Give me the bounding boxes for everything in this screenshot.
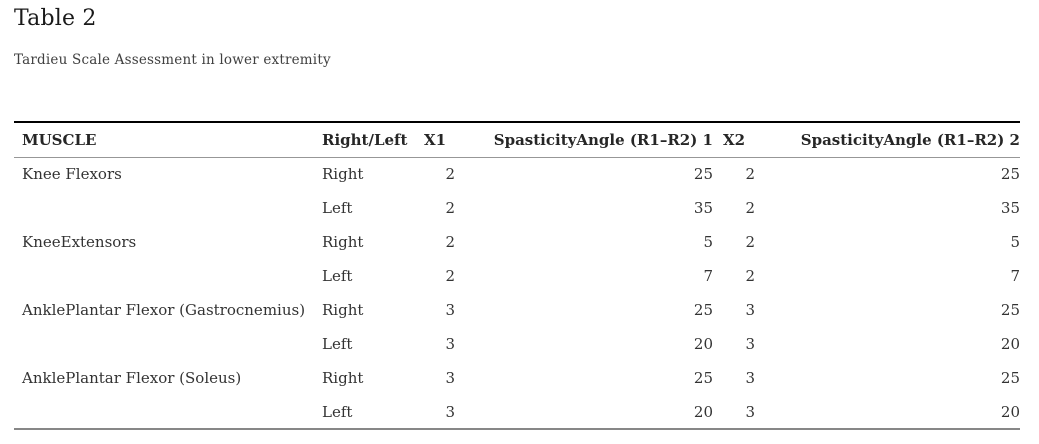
table-row: AnklePlantar Flexor (Gastrocnemius) Righ… [14, 293, 1020, 327]
table-row: Left 3 20 3 20 [14, 395, 1020, 429]
x1-cell: 2 [445, 233, 455, 251]
muscle-cell [14, 259, 322, 293]
spasticity-angle-1-cell: 5 [703, 233, 713, 251]
column-header-spasticity-angle-2: SpasticityAngle (R1–R2) 2 [800, 130, 1020, 149]
spasticity-angle-2-cell: 20 [1000, 335, 1020, 353]
column-header-right-left: Right/Left [322, 130, 408, 149]
table-row: AnklePlantar Flexor (Soleus) Right 3 25 … [14, 361, 1020, 395]
x2-cell: 2 [745, 165, 755, 184]
muscle-cell [14, 191, 322, 225]
spasticity-angle-2-cell: 25 [1000, 301, 1020, 319]
table-row: KneeExtensors Right 2 5 2 5 [14, 225, 1020, 259]
spasticity-angle-2-cell: 5 [1010, 233, 1020, 251]
column-header-muscle: MUSCLE [22, 130, 97, 149]
spasticity-angle-2-cell: 35 [1000, 199, 1020, 217]
x1-cell: 2 [445, 199, 455, 217]
spasticity-angle-2-cell: 20 [1000, 402, 1020, 421]
x2-cell: 2 [745, 267, 755, 285]
tardieu-assessment-table: MUSCLE Right/Left X1 SpasticityAngle (R1… [14, 121, 1020, 430]
side-cell: Right [322, 233, 364, 251]
side-cell: Right [322, 369, 364, 387]
spasticity-angle-1-cell: 20 [693, 402, 713, 421]
column-header-spasticity-angle-1: SpasticityAngle (R1–R2) 1 [493, 130, 713, 149]
muscle-cell: Knee Flexors [22, 165, 122, 184]
table-header-row: MUSCLE Right/Left X1 SpasticityAngle (R1… [14, 122, 1020, 157]
spasticity-angle-1-cell: 35 [693, 199, 713, 217]
x1-cell: 3 [445, 402, 455, 421]
x2-cell: 3 [745, 335, 755, 353]
spasticity-angle-2-cell: 25 [1000, 369, 1020, 387]
table-row: Left 2 7 2 7 [14, 259, 1020, 293]
x2-cell: 2 [745, 199, 755, 217]
x1-cell: 2 [445, 165, 455, 184]
x1-cell: 3 [445, 335, 455, 353]
side-cell: Left [322, 267, 353, 285]
spasticity-angle-1-cell: 20 [693, 335, 713, 353]
table-title: Table 2 [14, 6, 97, 31]
spasticity-angle-1-cell: 25 [693, 369, 713, 387]
side-cell: Right [322, 301, 364, 319]
spasticity-angle-1-cell: 25 [693, 165, 713, 184]
muscle-cell [14, 395, 322, 429]
column-header-x1: X1 [424, 130, 447, 149]
x1-cell: 3 [445, 369, 455, 387]
side-cell: Left [322, 199, 353, 217]
x2-cell: 3 [745, 402, 755, 421]
side-cell: Left [322, 402, 353, 421]
table-row: Knee Flexors Right 2 25 2 25 [14, 157, 1020, 191]
column-header-x2: X2 [723, 130, 746, 149]
spasticity-angle-2-cell: 7 [1010, 267, 1020, 285]
muscle-cell [14, 327, 322, 361]
side-cell: Left [322, 335, 353, 353]
x1-cell: 3 [445, 301, 455, 319]
side-cell: Right [322, 165, 364, 184]
table-row: Left 3 20 3 20 [14, 327, 1020, 361]
x2-cell: 2 [745, 233, 755, 251]
muscle-cell: AnklePlantar Flexor (Gastrocnemius) [22, 301, 306, 319]
spasticity-angle-2-cell: 25 [1000, 165, 1020, 184]
spasticity-angle-1-cell: 25 [693, 301, 713, 319]
table-caption: Tardieu Scale Assessment in lower extrem… [14, 52, 331, 68]
x1-cell: 2 [445, 267, 455, 285]
table-row: Left 2 35 2 35 [14, 191, 1020, 225]
muscle-cell: AnklePlantar Flexor (Soleus) [22, 369, 242, 387]
x2-cell: 3 [745, 301, 755, 319]
muscle-cell: KneeExtensors [22, 233, 137, 251]
spasticity-angle-1-cell: 7 [703, 267, 713, 285]
x2-cell: 3 [745, 369, 755, 387]
